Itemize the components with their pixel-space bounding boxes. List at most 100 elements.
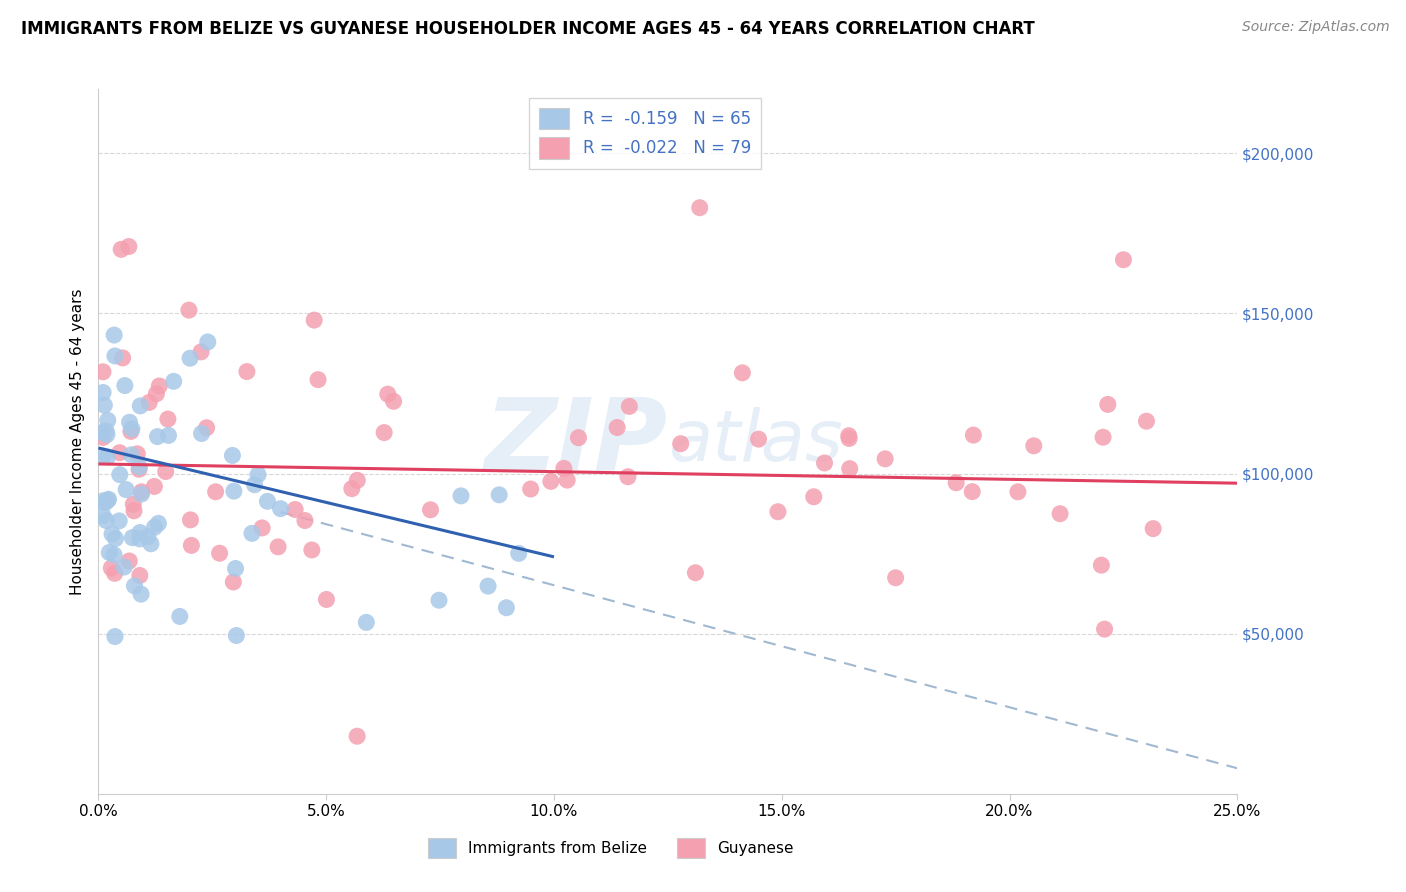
Point (307, 373, 329, 387)
Point (121, 422, 143, 436)
Point (1022, 439, 1045, 453)
Point (1049, 507, 1071, 521)
Point (225, 628, 247, 642)
Point (156, 412, 179, 426)
Point (1090, 558, 1112, 573)
Point (108, 446, 131, 460)
Point (221, 449, 243, 463)
Point (98, 545, 121, 559)
Point (91, 430, 114, 444)
Point (685, 566, 707, 580)
Point (553, 461, 575, 475)
Point (136, 530, 159, 544)
Point (838, 428, 860, 442)
Point (108, 467, 131, 482)
Point (118, 239, 141, 253)
Point (131, 484, 153, 499)
Point (284, 502, 307, 516)
Point (302, 313, 325, 327)
Point (108, 514, 131, 528)
Point (104, 532, 127, 546)
Point (104, 630, 127, 644)
Point (382, 394, 405, 409)
Point (508, 546, 530, 560)
Point (540, 475, 562, 489)
Point (356, 615, 378, 630)
Point (118, 415, 141, 429)
Legend: Immigrants from Belize, Guyanese: Immigrants from Belize, Guyanese (422, 832, 800, 863)
Point (110, 243, 132, 257)
Point (377, 387, 399, 401)
Point (96, 427, 118, 442)
Point (555, 473, 578, 487)
Point (143, 520, 166, 534)
Point (875, 451, 897, 466)
Point (190, 344, 212, 359)
Point (195, 421, 218, 435)
Point (731, 366, 754, 380)
Point (669, 436, 692, 450)
Point (91, 493, 114, 508)
Point (177, 303, 200, 318)
Point (155, 465, 177, 479)
Point (945, 475, 967, 490)
Point (962, 428, 984, 442)
Point (179, 351, 201, 366)
Point (689, 201, 711, 215)
Point (122, 504, 145, 518)
Point (145, 386, 167, 401)
Point (94, 496, 117, 510)
Point (97, 413, 120, 427)
Point (143, 479, 166, 493)
Point (838, 461, 860, 475)
Point (1094, 622, 1116, 636)
Point (340, 482, 363, 496)
Point (128, 462, 150, 476)
Point (94, 424, 117, 438)
Point (747, 432, 769, 446)
Point (488, 488, 510, 502)
Point (208, 546, 231, 560)
Point (519, 482, 541, 496)
Point (91, 385, 114, 400)
Point (104, 566, 127, 581)
Point (315, 592, 337, 607)
Point (91, 508, 114, 523)
Point (766, 505, 789, 519)
Point (204, 484, 226, 499)
Point (169, 609, 191, 624)
Point (419, 503, 441, 517)
Point (301, 543, 323, 558)
Point (91, 449, 114, 463)
Point (118, 554, 141, 568)
Point (131, 487, 153, 501)
Point (138, 395, 160, 409)
Point (128, 459, 150, 474)
Point (103, 328, 125, 343)
Text: Source: ZipAtlas.com: Source: ZipAtlas.com (1241, 20, 1389, 34)
Point (157, 428, 180, 442)
Point (148, 516, 170, 531)
Point (222, 574, 245, 589)
Point (146, 429, 169, 443)
Point (91, 365, 114, 379)
Point (427, 593, 450, 607)
Point (450, 489, 472, 503)
Point (97, 450, 120, 464)
Point (838, 432, 860, 446)
Point (127, 447, 149, 461)
Point (115, 483, 138, 497)
Point (247, 467, 270, 482)
Point (129, 399, 152, 413)
Point (1092, 430, 1115, 444)
Text: atlas: atlas (668, 407, 842, 476)
Point (129, 587, 152, 601)
Point (250, 521, 273, 535)
Point (243, 477, 266, 491)
Point (225, 561, 247, 575)
Point (495, 600, 517, 615)
Text: ZIP: ZIP (485, 393, 668, 490)
Point (124, 579, 146, 593)
Point (94, 514, 117, 528)
Point (129, 525, 152, 540)
